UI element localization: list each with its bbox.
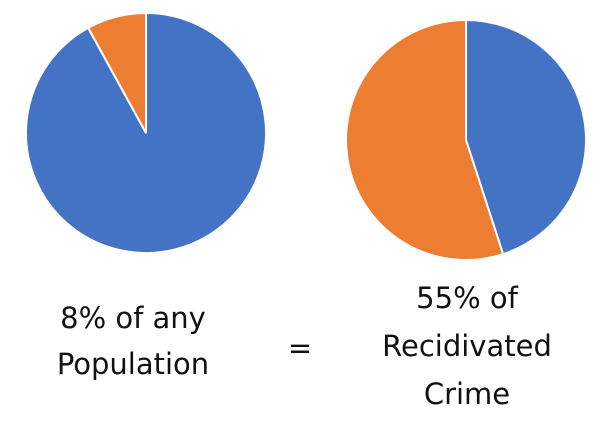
pie-slice [345, 18, 505, 261]
pie-slice [86, 11, 147, 134]
caption-line: Recidivated [382, 329, 552, 363]
caption-line: 55% of [416, 281, 518, 315]
caption-line: Crime [424, 377, 510, 411]
caption-line: 8% of any [60, 301, 206, 335]
pie-slice [465, 18, 587, 256]
equals-sign: = [288, 331, 312, 365]
caption-line: Population [57, 347, 209, 381]
